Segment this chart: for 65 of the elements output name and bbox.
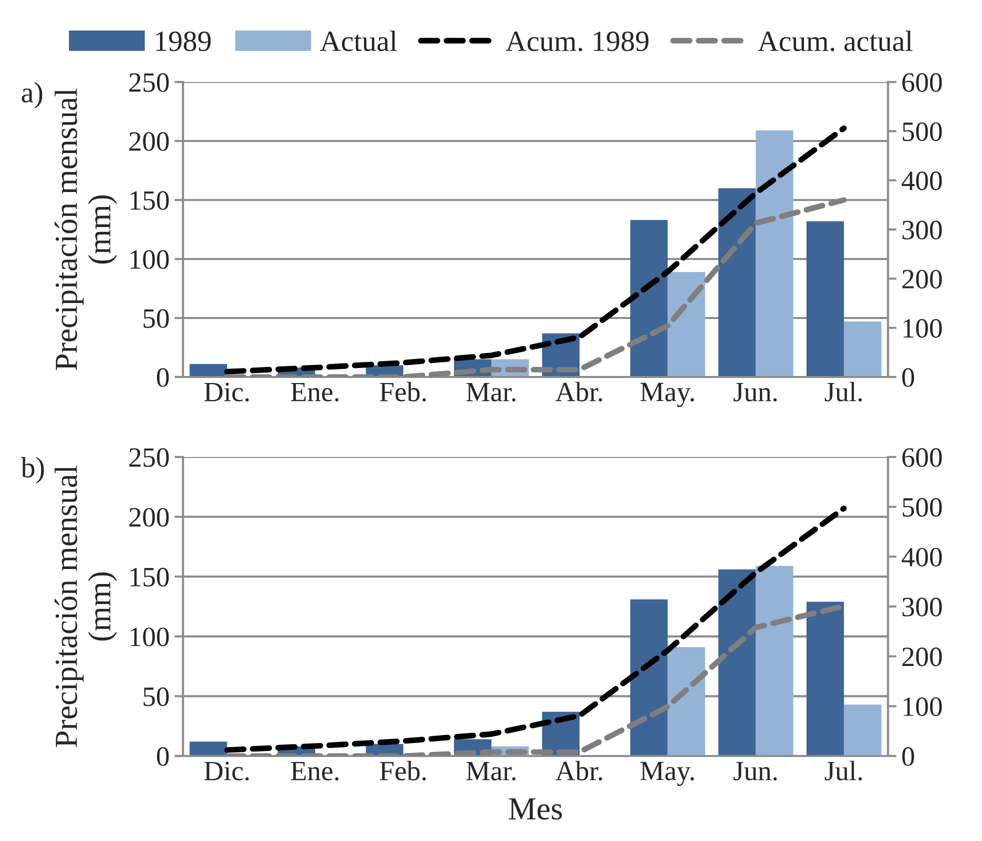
y-tick-label: 50 xyxy=(144,687,169,706)
bar xyxy=(668,647,706,756)
y-tick-label: 200 xyxy=(129,132,169,151)
x-tick-label: Abr. xyxy=(556,382,602,402)
y2-tick-label: 100 xyxy=(904,319,942,338)
y2-tick-label: 200 xyxy=(902,648,942,666)
y-tick-label: 100 xyxy=(130,250,169,269)
y2-tick-label: 400 xyxy=(902,548,942,567)
bar xyxy=(844,704,882,756)
y2-tick-label: 300 xyxy=(902,220,942,240)
y2-tick-label: 200 xyxy=(902,270,942,289)
bar xyxy=(190,742,228,756)
y2-tick-label: 600 xyxy=(902,448,942,467)
y2-tick-label: 600 xyxy=(902,73,942,92)
x-tick-label: Ene. xyxy=(290,762,338,781)
y2-tick-label: 500 xyxy=(902,122,942,142)
x-tick-label: May. xyxy=(640,382,694,408)
y-tick-label: 0 xyxy=(156,747,169,766)
y-tick-label: 200 xyxy=(129,508,169,527)
y-tick-label: 50 xyxy=(144,309,169,328)
y2-tick-label: 500 xyxy=(902,498,942,517)
y-tick-label: 250 xyxy=(129,73,169,92)
y-axis-title: Precipitación mensual (mm) xyxy=(54,88,118,370)
legend-label: Acum. actual xyxy=(758,30,912,52)
y2-tick-label: 0 xyxy=(902,368,914,387)
x-tick-label: Dic. xyxy=(204,762,249,781)
x-tick-label: Mar. xyxy=(466,382,516,402)
bar xyxy=(806,602,844,756)
bar xyxy=(718,569,756,756)
bar xyxy=(668,272,706,377)
x-tick-label: Ene. xyxy=(290,382,338,402)
x-tick-label: Dic. xyxy=(204,382,249,402)
x-tick-label: Abr. xyxy=(556,760,602,781)
y2-tick-label: 100 xyxy=(904,697,942,716)
y2-tick-label: 0 xyxy=(902,747,914,766)
bar xyxy=(844,322,882,377)
bar xyxy=(718,188,756,377)
bar xyxy=(630,220,668,377)
legend-label: Acum. 1989 xyxy=(506,31,648,52)
bar xyxy=(806,221,844,377)
legend-label: Actual xyxy=(320,30,397,52)
y2-tick-label: 400 xyxy=(902,172,942,190)
x-tick-label: Jul. xyxy=(824,760,862,781)
y-axis-title: Precipitación mensual (mm) xyxy=(54,466,118,748)
x-tick-label: Jun. xyxy=(734,762,777,781)
bar xyxy=(190,364,228,377)
x-tick-label: Mar. xyxy=(466,762,516,781)
y-tick-label: 250 xyxy=(129,448,169,467)
legend-label: 1989 xyxy=(156,31,211,52)
y-tick-label: 0 xyxy=(156,368,169,387)
x-tick-label: May. xyxy=(640,762,694,786)
y-tick-label: 150 xyxy=(130,191,169,210)
x-tick-label: Feb. xyxy=(380,760,426,781)
text: b) xyxy=(20,457,44,484)
bar xyxy=(630,599,668,756)
y2-tick-label: 300 xyxy=(902,598,942,616)
x-tick-label: Feb. xyxy=(380,382,426,402)
bar xyxy=(756,566,794,756)
x-tick-label: Jun. xyxy=(734,382,777,402)
y-tick-label: 150 xyxy=(130,568,169,587)
y-tick-label: 100 xyxy=(130,628,169,646)
text: a) xyxy=(22,82,42,108)
x-tick-label: Jul. xyxy=(824,382,862,402)
bar xyxy=(756,130,794,377)
x-axis-title: Mes xyxy=(508,798,562,820)
